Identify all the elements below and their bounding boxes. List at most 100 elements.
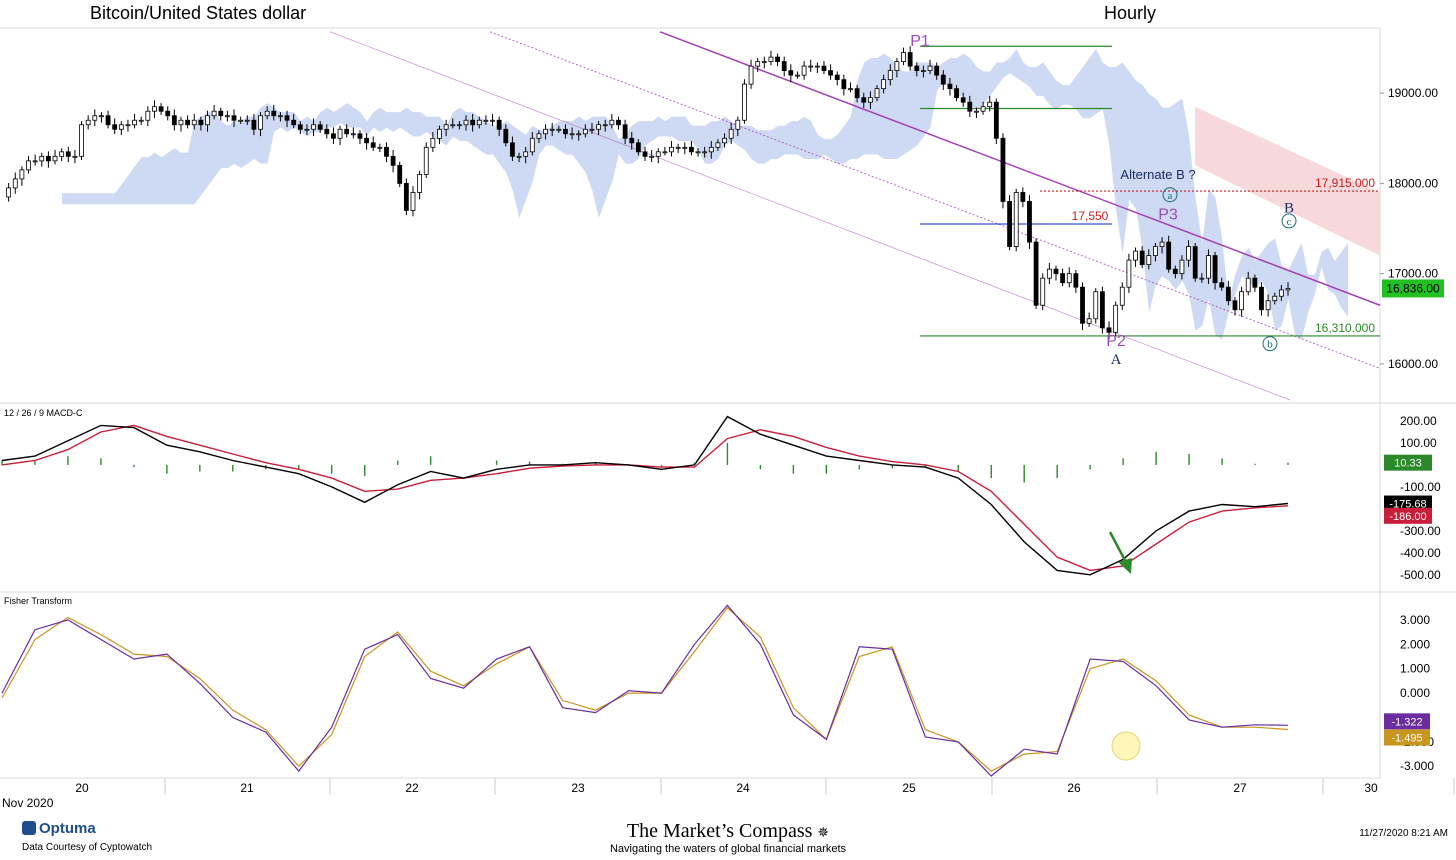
- candle: [861, 92, 867, 108]
- candle-body: [1252, 277, 1258, 288]
- candle-body: [46, 155, 51, 162]
- candle-body: [914, 65, 920, 72]
- annotation-p1: P1: [910, 33, 930, 50]
- macd-value-badge: [1384, 495, 1432, 512]
- candle-body: [954, 88, 959, 99]
- candle: [642, 146, 648, 162]
- candle-body: [728, 128, 734, 139]
- price-axis-tick-label: 17000.00: [1388, 267, 1438, 281]
- candle: [1172, 265, 1178, 279]
- candle-body: [1186, 246, 1191, 261]
- candle: [1093, 288, 1099, 324]
- candle-body: [476, 119, 482, 126]
- fisher-trigger-value-badge-text: -1.495: [1391, 733, 1422, 745]
- candle-body: [470, 119, 476, 126]
- candle-body: [238, 119, 244, 122]
- candle: [238, 116, 244, 124]
- candle: [629, 131, 635, 150]
- candle: [503, 124, 509, 147]
- candle-body: [841, 79, 847, 90]
- green-arrow-icon: [1108, 531, 1132, 574]
- candle: [781, 56, 787, 77]
- candle-body: [1225, 286, 1231, 302]
- candle: [410, 186, 416, 217]
- candle-body: [602, 124, 608, 127]
- macd-panel-title: 12 / 26 / 9 MACD-C: [4, 408, 83, 418]
- candle: [463, 115, 469, 131]
- candle-body: [85, 119, 91, 126]
- candle: [99, 112, 104, 123]
- candle-body: [808, 65, 814, 68]
- candle-body: [224, 115, 230, 118]
- fisher-value-badge-text: -1.322: [1391, 716, 1422, 728]
- candle: [79, 121, 84, 160]
- candle-body: [344, 128, 350, 135]
- candle: [689, 141, 694, 156]
- candle-body: [649, 155, 655, 158]
- candle: [145, 106, 151, 127]
- candle: [1086, 312, 1092, 327]
- candle-body: [198, 119, 204, 126]
- candle: [403, 178, 409, 216]
- candle: [1252, 274, 1258, 292]
- candle: [370, 136, 376, 151]
- candle-body: [828, 70, 834, 76]
- candle: [1239, 286, 1244, 317]
- candle: [556, 125, 562, 133]
- annotation-p2: P2: [1106, 333, 1126, 350]
- candle-body: [1232, 300, 1238, 311]
- candle: [1133, 247, 1138, 267]
- candle: [675, 143, 681, 154]
- candle-body: [735, 119, 741, 130]
- candle-body: [92, 115, 98, 121]
- candle-body: [642, 151, 648, 157]
- candle: [655, 148, 661, 164]
- candle: [1199, 273, 1205, 283]
- candle: [795, 71, 800, 79]
- x-axis-tick-label: 26: [1067, 781, 1081, 795]
- fisher-crossover-highlight: [1111, 731, 1141, 761]
- candle-body: [616, 119, 621, 126]
- candle: [742, 79, 747, 124]
- candle: [12, 172, 18, 194]
- fisher-axis-tick-label: -3.000: [1400, 759, 1434, 773]
- candle: [748, 59, 754, 89]
- candle-body: [748, 65, 754, 85]
- candle-body: [205, 115, 210, 126]
- candle: [138, 116, 144, 125]
- circled-label-text: c: [1287, 216, 1292, 228]
- candle: [85, 115, 91, 130]
- candle: [417, 170, 423, 200]
- candle-body: [171, 115, 177, 126]
- candle: [801, 61, 807, 80]
- candle-body: [317, 124, 323, 130]
- candle-body: [1066, 273, 1072, 284]
- candle-body: [158, 106, 164, 112]
- candle: [19, 166, 25, 186]
- candle: [635, 139, 641, 156]
- candle: [722, 133, 727, 148]
- candle-body: [271, 110, 277, 117]
- candle-body: [635, 142, 641, 153]
- candle: [708, 141, 714, 159]
- candle-body: [1020, 192, 1026, 202]
- candle: [198, 116, 204, 131]
- candle: [39, 152, 45, 167]
- candle-body: [629, 137, 635, 144]
- candle-body: [370, 142, 376, 148]
- candle: [788, 64, 794, 82]
- candle-body: [278, 115, 283, 118]
- candle: [258, 112, 263, 137]
- channel-upper-line: [659, 31, 1381, 306]
- candle-body: [715, 142, 721, 148]
- candle: [1053, 265, 1059, 281]
- candle-body: [410, 192, 416, 211]
- candle: [437, 125, 442, 145]
- candle: [821, 61, 827, 75]
- candle-body: [609, 119, 615, 126]
- candle-body: [463, 119, 469, 126]
- candle: [669, 141, 674, 157]
- candle: [921, 65, 926, 78]
- optuma-logo: Optuma: [22, 820, 96, 837]
- candle-body: [1212, 255, 1218, 284]
